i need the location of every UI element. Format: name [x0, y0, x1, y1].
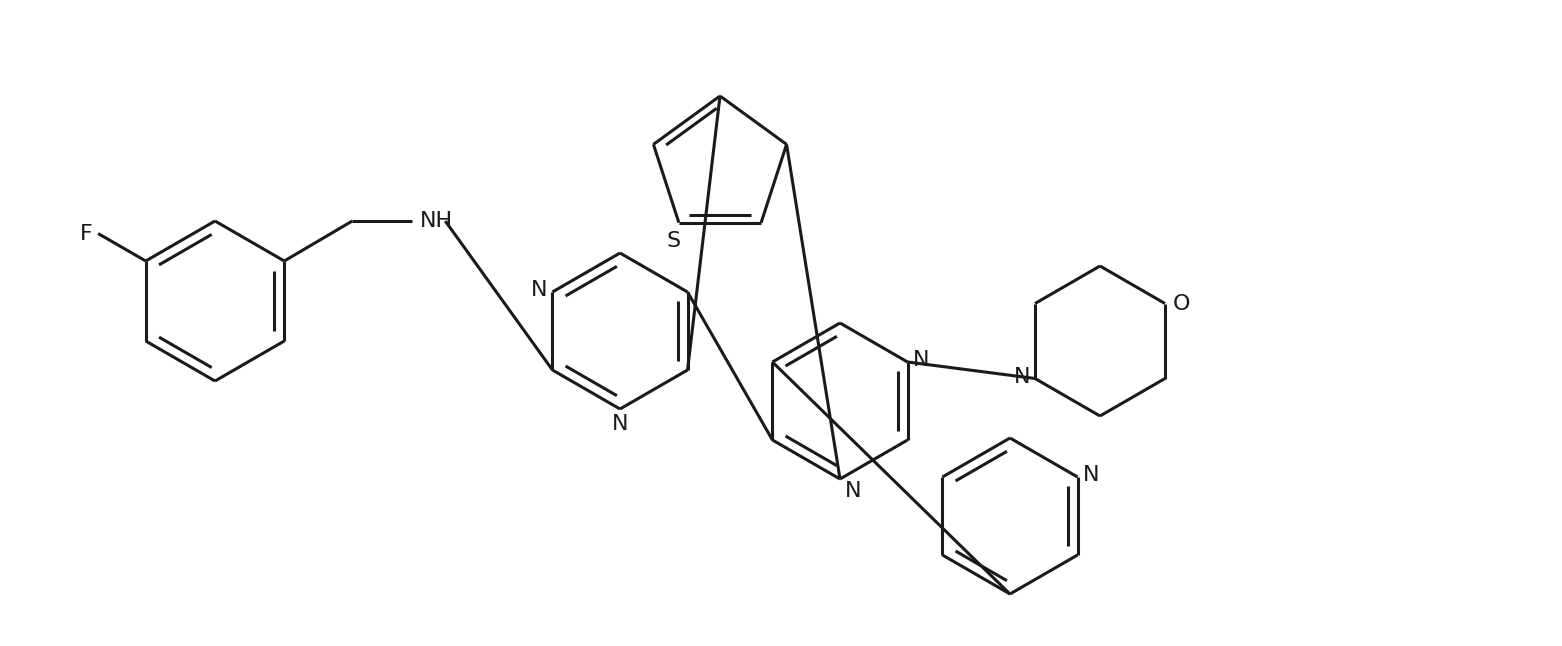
Text: NH: NH [420, 211, 453, 231]
Text: N: N [1014, 366, 1029, 386]
Text: N: N [612, 414, 628, 434]
Text: F: F [80, 224, 94, 244]
Text: N: N [1082, 465, 1100, 485]
Text: N: N [912, 350, 929, 370]
Text: S: S [667, 231, 681, 251]
Text: N: N [531, 280, 547, 300]
Text: N: N [845, 481, 862, 501]
Text: O: O [1173, 293, 1190, 313]
